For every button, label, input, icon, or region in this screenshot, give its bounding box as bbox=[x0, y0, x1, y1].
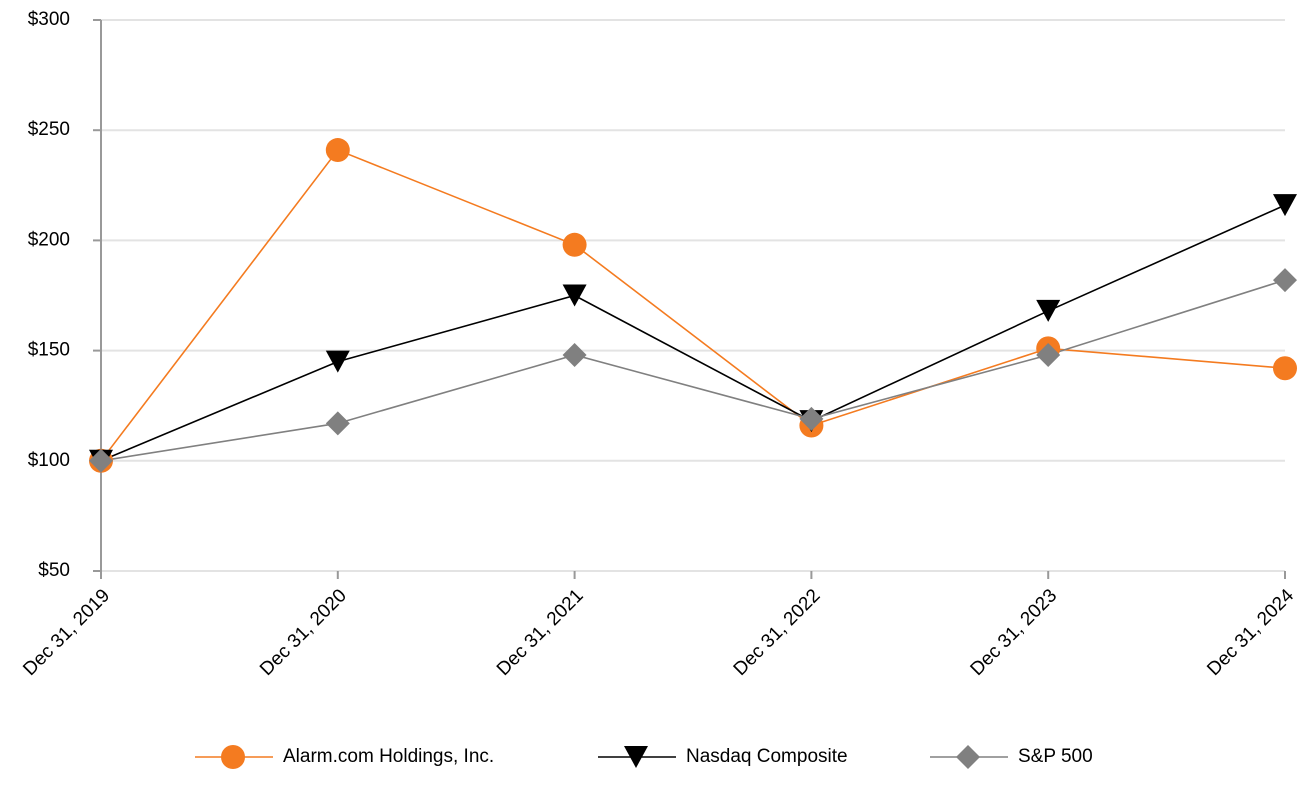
y-tick-label: $250 bbox=[28, 119, 70, 140]
x-tick-label: Dec 31, 2020 bbox=[256, 585, 351, 680]
y-tick-label: $100 bbox=[28, 450, 70, 471]
data-point bbox=[89, 448, 113, 473]
x-tick-label: Dec 31, 2023 bbox=[967, 585, 1062, 680]
data-point bbox=[325, 138, 350, 163]
y-tick-label: $300 bbox=[28, 9, 70, 30]
legend-label: S&P 500 bbox=[1018, 746, 1093, 767]
x-tick-label: Dec 31, 2024 bbox=[1203, 585, 1298, 680]
data-point bbox=[799, 406, 824, 431]
legend-label: Alarm.com Holdings, Inc. bbox=[283, 746, 494, 767]
x-tick-label: Dec 31, 2019 bbox=[19, 585, 114, 680]
legend-label: Nasdaq Composite bbox=[686, 746, 848, 767]
x-tick-label: Dec 31, 2021 bbox=[493, 585, 588, 680]
data-point bbox=[1273, 268, 1297, 293]
legend-marker bbox=[624, 746, 648, 768]
data-point bbox=[1036, 299, 1061, 322]
data-point bbox=[562, 232, 587, 257]
series-line bbox=[100, 204, 1286, 462]
y-tick-label: $200 bbox=[28, 229, 70, 250]
data-point bbox=[1036, 343, 1061, 368]
legend-marker bbox=[956, 745, 980, 769]
y-tick-label: $50 bbox=[38, 560, 70, 581]
data-point bbox=[1273, 356, 1297, 381]
y-tick-label: $150 bbox=[28, 340, 70, 361]
data-point bbox=[562, 343, 587, 368]
data-point bbox=[562, 284, 587, 307]
series-line bbox=[100, 279, 1286, 462]
x-tick-label: Dec 31, 2022 bbox=[730, 585, 825, 680]
data-point bbox=[325, 411, 350, 436]
data-point bbox=[1273, 194, 1297, 217]
legend-marker bbox=[221, 745, 245, 769]
series-line bbox=[100, 149, 1286, 462]
data-point bbox=[325, 350, 350, 373]
